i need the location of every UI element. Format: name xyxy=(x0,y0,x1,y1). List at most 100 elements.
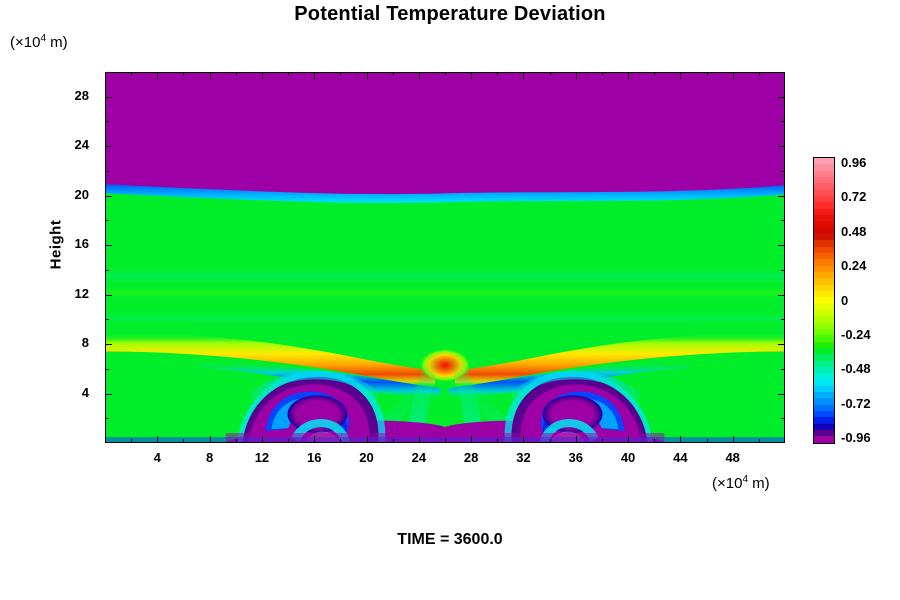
x-tick-top-42 xyxy=(654,72,655,76)
colorbar-band-19 xyxy=(814,278,834,285)
colorbar-band-29 xyxy=(814,341,834,348)
x-tick-top-26 xyxy=(445,72,446,76)
x-tick-top-38 xyxy=(602,72,603,76)
y-tick-right-18 xyxy=(781,220,785,221)
colorbar-band-5 xyxy=(814,189,834,196)
x-tick-4 xyxy=(157,436,158,443)
y-tick-right-8 xyxy=(778,344,785,345)
colorbar-band-42 xyxy=(814,423,834,431)
x-tick-34 xyxy=(550,439,551,443)
y-tick-2 xyxy=(105,418,109,419)
x-tick-18 xyxy=(340,439,341,443)
x-tick-32 xyxy=(523,436,524,443)
colorbar-band-18 xyxy=(814,271,834,279)
x-tick-28 xyxy=(471,436,472,443)
x-tick-48 xyxy=(733,436,734,443)
x-tick-label-32: 32 xyxy=(516,450,531,465)
y-tick-right-6 xyxy=(781,369,785,370)
colorbar-band-41 xyxy=(814,417,834,424)
colorbar-band-43 xyxy=(814,430,834,437)
x-tick-26 xyxy=(445,439,446,443)
x-tick-22 xyxy=(393,439,394,443)
y-tick-right-16 xyxy=(778,245,785,246)
y-tick-8 xyxy=(105,344,112,345)
x-tick-top-32 xyxy=(523,72,524,79)
colorbar-label-2: 0.48 xyxy=(841,223,867,239)
x-tick-top-6 xyxy=(183,72,184,76)
y-tick-right-20 xyxy=(778,196,785,197)
colorbar-label-7: -0.72 xyxy=(841,395,871,411)
y-tick-label-24: 24 xyxy=(74,137,89,153)
colorbar-band-21 xyxy=(814,290,834,298)
colorbar-band-13 xyxy=(814,240,834,247)
colorbar-band-8 xyxy=(814,208,834,215)
x-tick-40 xyxy=(628,436,629,443)
page-title: Potential Temperature Deviation xyxy=(294,3,606,25)
x-tick-label-28: 28 xyxy=(463,450,479,465)
x-tick-label-48: 48 xyxy=(725,450,740,465)
colorbar[interactable] xyxy=(813,157,835,444)
x-tick-top-40 xyxy=(628,72,629,79)
y-axis-unit-label: (×104 m) xyxy=(10,33,68,51)
y-tick-right-24 xyxy=(778,146,785,147)
x-tick-10 xyxy=(236,439,237,443)
colorbar-band-14 xyxy=(814,246,834,253)
x-tick-label-16: 16 xyxy=(306,450,322,465)
colorbar-band-36 xyxy=(814,385,834,393)
colorbar-band-22 xyxy=(814,297,834,304)
y-tick-right-22 xyxy=(781,171,785,172)
x-tick-top-14 xyxy=(288,72,289,76)
colorbar-band-9 xyxy=(814,214,834,222)
colorbar-band-20 xyxy=(814,284,834,291)
y-tick-label-16: 16 xyxy=(74,236,89,252)
y-tick-20 xyxy=(105,196,112,197)
updraft-plume-right xyxy=(446,347,485,442)
y-tick-4 xyxy=(105,394,112,395)
colorbar-band-0 xyxy=(814,158,834,165)
colorbar-label-6: -0.48 xyxy=(841,361,871,377)
x-tick-46 xyxy=(707,439,708,443)
y-tick-label-4: 4 xyxy=(81,384,89,400)
y-tick-right-28 xyxy=(778,97,785,98)
colorbar-band-28 xyxy=(814,335,834,342)
x-tick-16 xyxy=(314,436,315,443)
colorbar-band-37 xyxy=(814,392,834,399)
colorbar-band-2 xyxy=(814,170,834,177)
x-axis-unit-label: (×104 m) xyxy=(712,474,770,492)
x-tick-top-2 xyxy=(131,72,132,76)
y-tick-label-20: 20 xyxy=(74,186,89,202)
colorbar-band-39 xyxy=(814,404,834,412)
y-tick-24 xyxy=(105,146,112,147)
colorbar-label-1: 0.72 xyxy=(841,189,867,205)
colorbar-band-27 xyxy=(814,328,834,336)
colorbar-label-8: -0.96 xyxy=(841,430,871,445)
y-tick-10 xyxy=(105,319,109,320)
x-tick-top-24 xyxy=(419,72,420,79)
x-tick-44 xyxy=(680,436,681,443)
x-tick-label-8: 8 xyxy=(205,450,214,465)
x-tick-top-10 xyxy=(236,72,237,76)
x-tick-label-4: 4 xyxy=(153,450,161,465)
contour-plot xyxy=(105,72,785,443)
x-tick-label-40: 40 xyxy=(620,450,636,465)
y-tick-label-12: 12 xyxy=(74,285,89,301)
x-tick-top-8 xyxy=(210,72,211,79)
x-tick-top-30 xyxy=(497,72,498,76)
x-tick-top-4 xyxy=(157,72,158,79)
colorbar-band-4 xyxy=(814,183,834,190)
x-tick-24 xyxy=(419,436,420,443)
x-tick-50 xyxy=(759,439,760,443)
x-tick-top-46 xyxy=(707,72,708,76)
y-tick-12 xyxy=(105,295,112,296)
x-tick-label-20: 20 xyxy=(359,450,374,465)
colorbar-band-31 xyxy=(814,354,834,361)
vortex-roll-right xyxy=(504,371,653,442)
x-tick-6 xyxy=(183,439,184,443)
colorbar-band-40 xyxy=(814,411,834,418)
temperature-deviation-field xyxy=(106,73,784,442)
y-tick-22 xyxy=(105,171,109,172)
vortex-roll-left xyxy=(237,371,386,442)
y-tick-16 xyxy=(105,245,112,246)
x-tick-20 xyxy=(367,436,368,443)
colorbar-label-3: 0.24 xyxy=(841,258,867,274)
